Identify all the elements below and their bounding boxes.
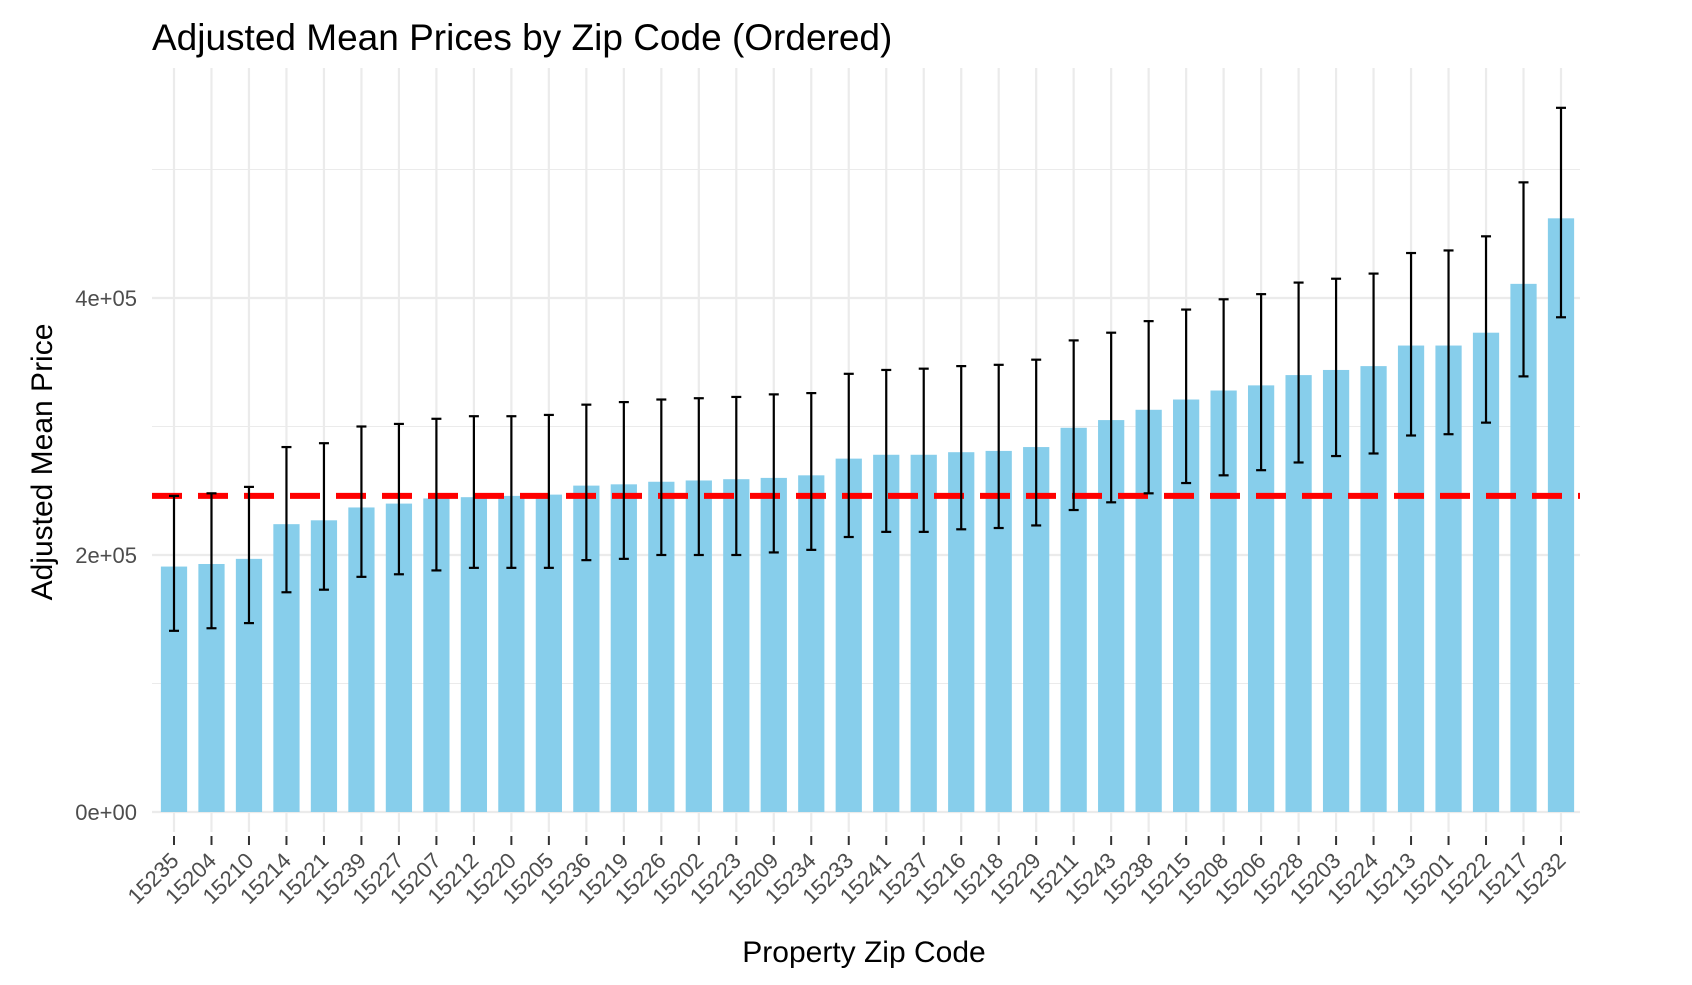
bars [160,218,1575,812]
y-tick-label: 0e+00 [75,800,137,825]
y-tick-label: 4e+05 [75,286,137,311]
x-axis-title: Property Zip Code [742,936,985,969]
y-axis-title: Adjusted Mean Price [26,324,59,601]
error-bars [169,106,1566,632]
x-ticks: 1523515204152101521415221152391522715207… [123,836,1571,909]
y-ticks: 0e+00 2e+05 4e+05 [75,286,137,825]
y-tick-label: 2e+05 [75,543,137,568]
chart-title: Adjusted Mean Prices by Zip Code (Ordere… [152,17,892,58]
